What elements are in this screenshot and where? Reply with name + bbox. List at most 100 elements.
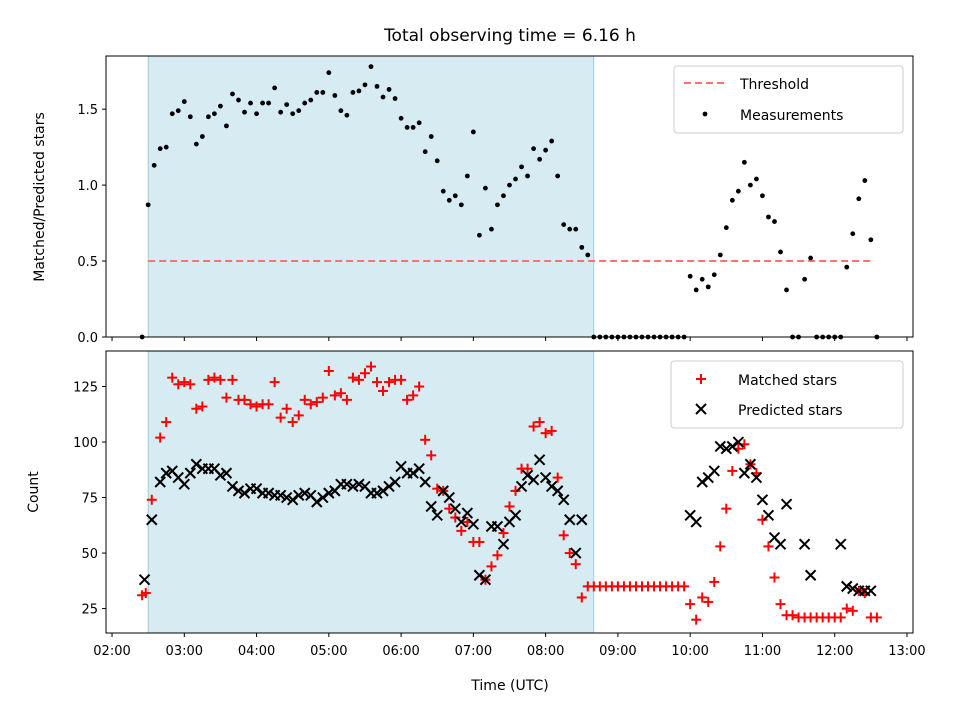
matched-stars-point bbox=[871, 612, 882, 623]
matched-stars-point bbox=[775, 599, 786, 610]
bottom-x-tick-label: 07:00 bbox=[455, 644, 492, 659]
bottom-y-axis-label: Count bbox=[26, 471, 42, 513]
predicted-stars-point bbox=[732, 436, 745, 448]
bottom-y-tick-label: 50 bbox=[81, 547, 98, 562]
matched-stars-point bbox=[528, 421, 539, 432]
matched-stars-point bbox=[140, 588, 151, 599]
measurement-point bbox=[711, 272, 717, 278]
measurement-point bbox=[151, 162, 157, 168]
measurement-point bbox=[205, 114, 211, 120]
top-panel: 0.0 0.5 1.0 1.5 Matched/Predicted stars Thr… bbox=[32, 55, 914, 346]
matched-stars-point bbox=[841, 603, 852, 614]
measurement-point bbox=[705, 284, 711, 290]
legend-predicted-swatch bbox=[695, 403, 707, 415]
predicted-stars-point bbox=[696, 476, 708, 488]
measurement-point bbox=[561, 222, 567, 228]
matched-stars-point bbox=[251, 401, 262, 412]
top-y-tick-label: 1.0 bbox=[77, 179, 98, 194]
predicted-stars-point bbox=[353, 478, 365, 490]
bottom-legend-box bbox=[670, 360, 904, 429]
measurement-point bbox=[452, 193, 458, 199]
measurement-point bbox=[254, 111, 259, 117]
measurement-point bbox=[428, 134, 434, 139]
measurement-point bbox=[693, 287, 699, 293]
predicted-stars-point bbox=[865, 585, 877, 597]
matched-stars-point bbox=[558, 530, 569, 541]
matched-stars-point bbox=[474, 536, 485, 547]
measurement-point bbox=[808, 255, 814, 261]
measurement-point bbox=[687, 273, 693, 279]
chart-title: Total observing time = 6.16 h bbox=[383, 26, 636, 46]
matched-stars-point bbox=[492, 550, 503, 561]
measurement-point bbox=[543, 147, 549, 153]
measurement-point bbox=[169, 111, 175, 117]
bottom-plot-frame bbox=[105, 350, 914, 634]
measurement-point bbox=[284, 102, 290, 108]
matched-stars-point bbox=[329, 390, 340, 401]
matched-stars-point bbox=[221, 392, 232, 403]
measurement-point bbox=[525, 173, 530, 179]
measurement-point bbox=[760, 193, 765, 199]
measurement-point bbox=[747, 182, 753, 188]
predicted-stars-point bbox=[455, 516, 468, 528]
measurement-point bbox=[332, 93, 338, 98]
measurement-point bbox=[754, 176, 759, 182]
top-legend-box bbox=[673, 65, 904, 134]
measurement-point bbox=[392, 96, 398, 101]
top-y-tick-label: 0.0 bbox=[77, 331, 98, 346]
measurement-point bbox=[856, 196, 862, 202]
measurement-point bbox=[350, 90, 356, 95]
measurement-point bbox=[458, 202, 464, 208]
matched-stars-point bbox=[245, 399, 256, 410]
predicted-stars-point bbox=[293, 489, 305, 502]
bottom-y-tick-label: 100 bbox=[73, 436, 98, 451]
measurement-point bbox=[723, 225, 729, 231]
measurement-point bbox=[470, 129, 476, 135]
measurement-point bbox=[784, 287, 789, 293]
measurement-point bbox=[218, 103, 223, 109]
predicted-stars-point bbox=[780, 498, 793, 510]
matched-stars-point bbox=[396, 374, 407, 385]
predicted-stars-point bbox=[431, 509, 443, 522]
measurement-point bbox=[501, 193, 506, 199]
matched-stars-point bbox=[498, 528, 509, 539]
matched-stars-point bbox=[450, 512, 461, 523]
predicted-stars-point bbox=[178, 478, 190, 490]
legend-matched-swatch bbox=[696, 374, 706, 384]
measurement-point bbox=[260, 100, 265, 106]
measurement-point bbox=[224, 123, 229, 129]
matched-stars-point bbox=[185, 379, 196, 390]
matched-stars-point bbox=[709, 576, 720, 587]
matched-stars-point bbox=[269, 377, 280, 388]
measurement-point bbox=[483, 185, 488, 191]
bottom-y-tick-label: 75 bbox=[81, 492, 98, 507]
predicted-stars-point bbox=[841, 580, 853, 593]
predicted-stars-point bbox=[299, 487, 311, 499]
predicted-stars-point bbox=[473, 569, 486, 581]
measurement-point bbox=[175, 108, 181, 114]
predicted-stars-point bbox=[311, 496, 323, 508]
matched-stars-point bbox=[546, 425, 557, 436]
matched-stars-point bbox=[239, 394, 250, 405]
measurement-point bbox=[844, 264, 850, 270]
predicted-stars-point bbox=[317, 491, 329, 504]
measurement-point bbox=[308, 97, 314, 103]
matched-stars-point bbox=[510, 485, 521, 496]
top-y-tick-label: 1.5 bbox=[77, 103, 98, 118]
predicted-stars-point bbox=[750, 471, 763, 484]
predicted-stars-point bbox=[557, 494, 570, 506]
measurement-point bbox=[766, 214, 771, 220]
legend-threshold-label: Threshold bbox=[739, 77, 809, 93]
measurement-point bbox=[573, 226, 579, 232]
predicted-stars-point bbox=[515, 480, 528, 493]
measurement-point bbox=[850, 231, 856, 237]
bottom-marks bbox=[137, 361, 882, 625]
matched-stars-point bbox=[287, 417, 298, 428]
predicted-stars-point bbox=[847, 582, 859, 595]
predicted-stars-point bbox=[576, 514, 588, 526]
predicted-stars-point bbox=[690, 516, 702, 528]
predicted-stars-point bbox=[564, 514, 576, 526]
matched-stars-point bbox=[456, 525, 467, 536]
measurement-point bbox=[495, 202, 500, 208]
predicted-stars-point bbox=[720, 442, 733, 455]
